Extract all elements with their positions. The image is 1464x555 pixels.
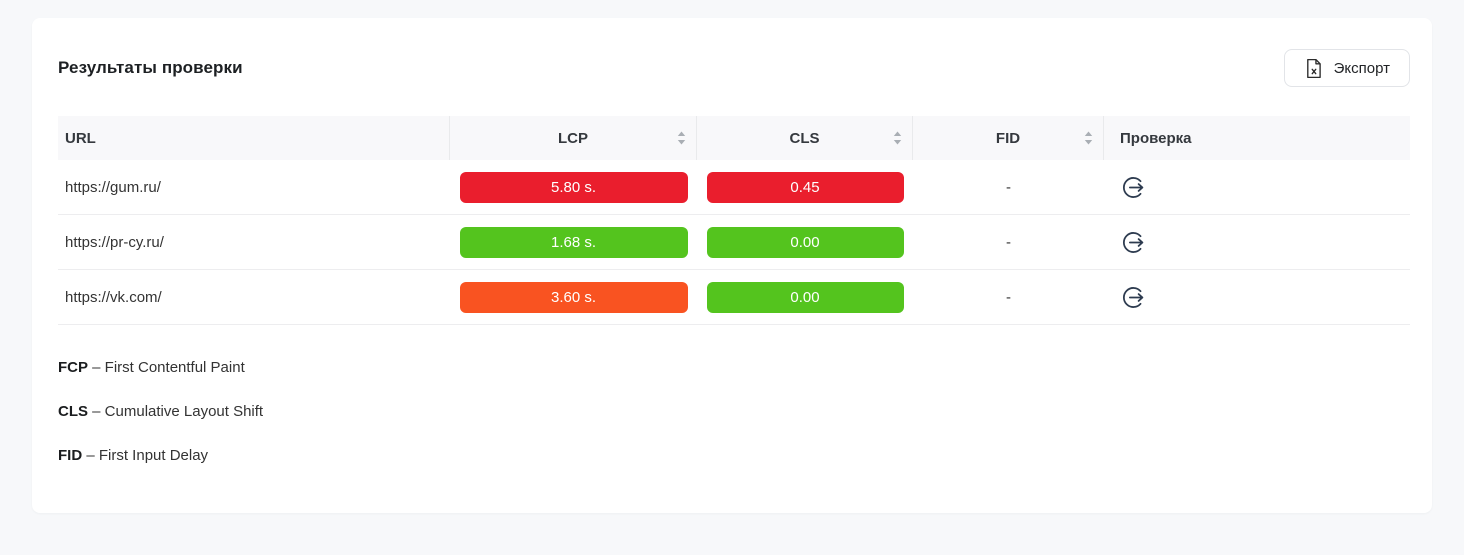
table-row: https://vk.com/ 3.60 s. 0.00 - [58,270,1410,325]
cls-badge: 0.00 [706,281,904,313]
lcp-badge: 5.80 s. [459,171,688,203]
fid-value: - [1006,233,1011,251]
legend-fcp: FCP – First Contentful Paint [58,359,245,376]
url-cell: https://vk.com/ [65,288,162,306]
export-button[interactable]: Экспорт [1283,49,1410,87]
recheck-circle-arrow-icon [1122,286,1144,308]
column-header-cls: CLS [697,116,913,160]
legend-cls: CLS – Cumulative Layout Shift [58,403,264,420]
sort-arrows-icon [1084,131,1093,145]
column-header-url: URL [58,116,450,160]
sort-cls-button[interactable] [891,129,904,147]
sort-fid-button[interactable] [1082,129,1095,147]
recheck-circle-arrow-icon [1122,176,1144,198]
url-cell: https://pr-cy.ru/ [65,233,164,251]
export-button-label: Экспорт [1333,59,1390,77]
sort-lcp-button[interactable] [675,129,688,147]
table-row: https://gum.ru/ 5.80 s. 0.45 - [58,160,1410,215]
xls-file-icon [1304,58,1323,79]
table-header-row: URL LCP CLS [58,116,1410,160]
cls-badge: 0.45 [706,171,904,203]
page-title: Результаты проверки [58,58,243,77]
recheck-button[interactable] [1120,229,1147,256]
legend-fid: FID – First Input Delay [58,447,209,464]
cls-badge: 0.00 [706,226,904,258]
recheck-button[interactable] [1120,284,1147,311]
fid-value: - [1006,288,1011,306]
lcp-badge: 3.60 s. [459,281,688,313]
lcp-badge: 1.68 s. [459,226,688,258]
table-row: https://pr-cy.ru/ 1.68 s. 0.00 - [58,215,1410,270]
results-card: Результаты проверки Экспорт URL LCP [32,18,1432,513]
recheck-circle-arrow-icon [1122,231,1144,253]
sort-arrows-icon [893,131,902,145]
fid-value: - [1006,178,1011,196]
card-header: Результаты проверки Экспорт [58,49,1410,87]
metrics-legend: FCP – First Contentful Paint CLS – Cumul… [58,359,1410,464]
recheck-button[interactable] [1120,174,1147,201]
results-table: URL LCP CLS [58,116,1410,325]
column-header-lcp: LCP [450,116,697,160]
column-header-check: Проверка [1120,129,1192,147]
sort-arrows-icon [677,131,686,145]
url-cell: https://gum.ru/ [65,178,161,196]
column-header-fid: FID [913,116,1104,160]
